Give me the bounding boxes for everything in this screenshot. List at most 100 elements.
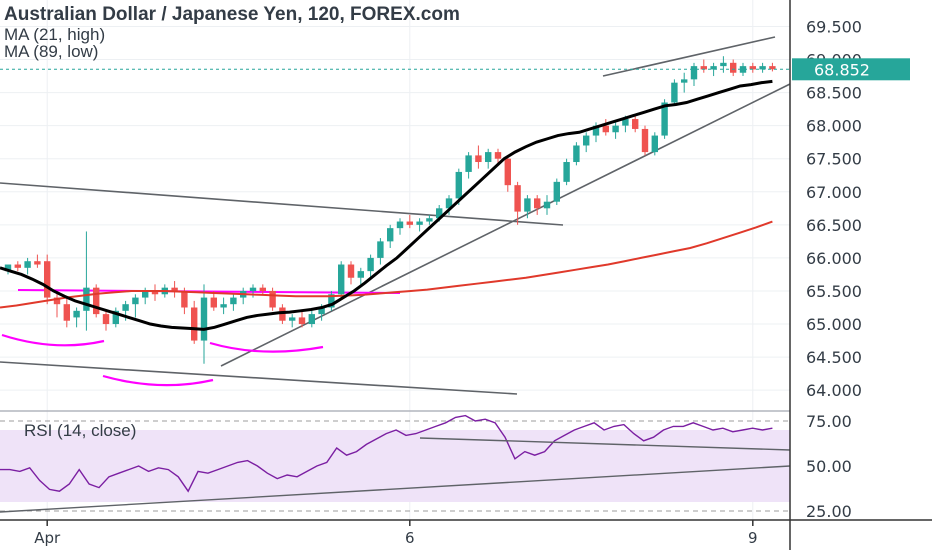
candle-body [93,287,100,315]
candle-body [279,307,286,321]
candle-body [681,79,688,83]
candle-body [132,297,139,305]
candle-body [475,155,482,163]
candle-body [739,66,747,73]
candle-body [112,310,119,325]
pattern-arc-left [1,333,105,347]
candle-body [249,287,257,291]
rising-trendline [220,83,791,367]
candle-body [308,314,315,325]
candle-body [191,307,198,341]
time-tick-label: 9 [748,529,758,547]
candle-body [583,135,590,146]
candle-body [367,257,374,272]
candle-body [543,201,551,209]
price-tick-label: 67.500 [806,150,862,169]
neckline [17,289,401,294]
candle-body [396,221,404,229]
candle-body [289,317,296,321]
candle-body [504,158,511,186]
candle-body [749,66,756,70]
ma-fast-line [0,79,773,331]
price-tick-label: 66.500 [806,216,862,235]
candle-body [690,66,698,80]
candle-body [34,261,41,265]
rsi-support-line [0,465,791,513]
candle-body [210,297,217,308]
candle-body [83,287,90,311]
candle-body [318,307,325,315]
rsi-tick-label: 75.00 [806,412,852,431]
candle-body [230,297,237,305]
candle-body [445,198,453,209]
candle-body [142,290,149,298]
price-tick-label: 69.500 [806,17,862,36]
candle-body [573,145,580,163]
candle-body [710,66,717,70]
candle-body [436,208,443,219]
candle-body [553,181,560,202]
candle-body [328,294,335,308]
candle-body [524,198,531,212]
candle-body [171,287,178,291]
candle-body [4,264,12,272]
candle-body [612,125,619,133]
rsi-series [0,414,791,513]
candle-body [14,264,21,268]
ma-slow-line [0,220,773,309]
price-tick-label: 68.000 [806,117,862,136]
moving-averages [0,79,773,331]
candle-body [563,162,570,182]
candle-body [632,119,639,129]
candle-body [220,304,227,308]
candle-body [514,185,521,212]
candle-body [73,310,80,318]
price-tick-label: 67.000 [806,183,862,202]
pattern-arc-right [209,341,324,353]
candle-body [426,218,433,222]
channel-upper-line [0,182,564,226]
candle-body [661,102,668,136]
candle-body [347,264,355,278]
rsi-tick-label: 25.00 [806,502,852,521]
candle-body [151,290,159,295]
candle-body [730,62,737,73]
candle-body [259,287,266,291]
price-tick-label: 64.000 [806,381,862,400]
candle-body [465,155,472,172]
price-tick-label: 66.000 [806,249,862,268]
candle-body [641,128,649,153]
candle-body [769,66,776,70]
candle-body [485,152,492,163]
time-tick-label: Apr [34,529,61,547]
candle-body [651,135,658,153]
candle-body [200,297,208,341]
candle-body [406,221,413,225]
candle-body [720,62,727,67]
candle-body [63,304,70,321]
chart-title: Australian Dollar / Japanese Yen, 120, F… [4,4,460,25]
price-tick-label: 65.500 [806,282,862,301]
candle-body [53,297,61,305]
ma-fast-legend: MA (21, high) [4,25,106,44]
candle-body [534,198,541,209]
candle-body [622,119,629,126]
candle-body [592,125,600,136]
candle-body [338,264,345,295]
candle-body [494,152,502,159]
last-price-tag [792,58,910,81]
rsi-line [0,414,773,493]
candle-body [181,290,188,308]
trend-drawings [0,36,791,395]
last-price-value: 68.852 [814,60,870,79]
candle-body [102,314,110,325]
candle-body [455,171,462,199]
price-tick-label: 65.000 [806,315,862,334]
rsi-band [0,430,790,502]
price-tick-label: 68.500 [806,84,862,103]
rsi-legend: RSI (14, close) [24,421,137,440]
pattern-arc-head [102,374,214,387]
channel-lower-line [0,361,518,395]
